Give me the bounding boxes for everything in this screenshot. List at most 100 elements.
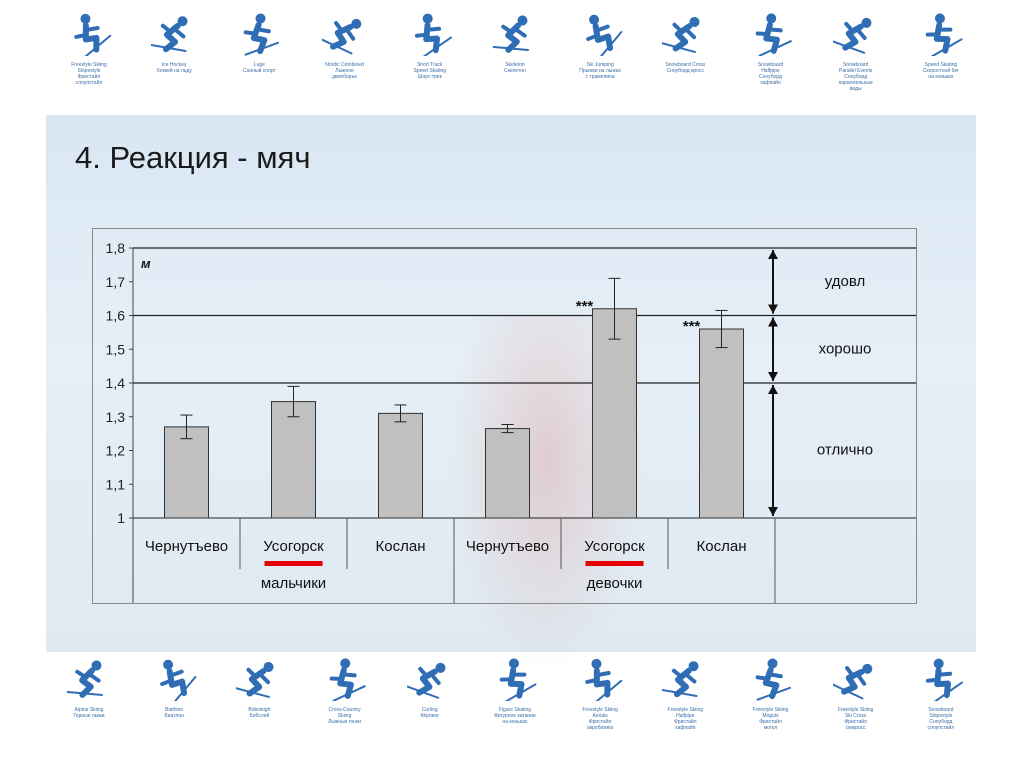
sport-tile: Biathlon Биатлон (135, 655, 213, 719)
sport-caption: Luge Санный спорт (243, 62, 276, 74)
freestyle-halfpipe-icon (662, 661, 699, 698)
ski-jumping-icon (586, 14, 623, 56)
zone-arrow-head-down (768, 304, 778, 314)
zone-label: отлично (817, 442, 873, 459)
nordic-combined-icon (321, 18, 361, 55)
significance-marker: *** (683, 318, 701, 335)
sport-caption: Snowboard Cross Сноуборд-кросс (665, 62, 706, 74)
y-tick-label: 1,4 (106, 375, 126, 391)
luge-icon (244, 13, 280, 56)
y-tick-label: 1,8 (106, 240, 126, 256)
bar-chart: 1 1,1 1,2 1,3 1,4 1,5 1,6 1,7 1,8 м Чернутъево Усог… (106, 240, 916, 603)
significance-marker: *** (576, 298, 594, 315)
sport-caption: Cross-Country Skiing Лыжные гонки (328, 707, 362, 725)
y-tick-label: 1,1 (106, 476, 126, 492)
bar (271, 401, 316, 519)
snowboard-cross-icon (662, 17, 700, 53)
speed-skating-icon (925, 13, 963, 56)
sport-caption: Ski Jumping Прыжки на лыжах с трамплина (579, 62, 621, 80)
freestyle-moguls-icon (755, 658, 791, 701)
figure-skating-icon (499, 658, 537, 701)
snowboard-slopestyle-icon (925, 658, 963, 701)
sport-tile: Freestyle Skiing Ski Cross Фристайл скик… (817, 655, 895, 731)
bar (378, 412, 423, 519)
sport-tile: Bobsleigh Бобслей (220, 655, 298, 719)
zone-label: удовл (825, 273, 865, 290)
sport-caption: Freestyle Skiing Aerials Фристайл акроба… (582, 707, 618, 731)
bottom-sport-icons: Alpine Skiing Горные лыжи Biathlon Биатло… (50, 655, 980, 765)
sport-tile: Snowboard Cross Сноуборд-кросс (646, 10, 724, 74)
ice-hockey-icon (151, 16, 188, 53)
sport-caption: Figure Skating Фигурное катание на коньк… (494, 707, 536, 725)
zone-label: хорошо (819, 340, 872, 357)
sport-tile: Skeleton Скелетон (476, 10, 554, 74)
y-tick-label: 1 (117, 510, 125, 526)
sport-caption: Curling Кёрлинг (420, 707, 440, 719)
skeleton-icon (492, 15, 529, 53)
sport-tile: Nordic Combined Лыжное двоеборье (306, 10, 384, 80)
sport-tile: Cross-Country Skiing Лыжные гонки (306, 655, 384, 725)
curling-icon (406, 662, 446, 699)
sport-tile: Snowboard Slopestyle Сноуборд слоупстайл (902, 655, 980, 731)
sport-caption: Ice Hockey Хоккей на льду (156, 62, 192, 74)
category-highlight-underline (585, 561, 644, 566)
sport-caption: Freestyle Skiing Halfpipe Фристайл хафпа… (667, 707, 704, 731)
zone-arrow-head-up (768, 385, 778, 394)
group-label: мальчики (261, 575, 326, 592)
short-track-icon (414, 13, 452, 56)
bar (485, 428, 530, 519)
sport-caption: Nordic Combined Лыжное двоеборье (325, 62, 364, 80)
sport-caption: Biathlon Биатлон (164, 707, 184, 719)
category-label: Чернутъево (145, 538, 228, 555)
sport-caption: Alpine Skiing Горные лыжи (73, 707, 105, 719)
sport-tile: Speed Skating Скоростной бег на коньках (902, 10, 980, 80)
sport-tile: Freestyle Skiing Aerials Фристайл акроба… (561, 655, 639, 731)
sport-caption: Freestyle Skiing Moguls Фристайл могул (752, 707, 789, 731)
y-tick-label: 1,5 (106, 341, 126, 357)
y-tick-label: 1,7 (106, 274, 126, 290)
biathlon-icon (160, 659, 197, 701)
sport-caption: Skeleton Скелетон (504, 62, 526, 74)
sport-tile: Snowboard Parallel Events Сноуборд парал… (817, 10, 895, 92)
zone-arrow-head-up (768, 317, 778, 327)
sport-caption: Snowboard Halfpipe Сноуборд хафпайп (757, 62, 784, 86)
y-tick-label: 1,2 (106, 443, 126, 459)
bar (592, 308, 637, 519)
sport-caption: Snowboard Parallel Events Сноуборд парал… (838, 62, 873, 92)
y-unit-label: м (141, 256, 151, 271)
bar (699, 328, 744, 519)
chart-frame: 1 1,1 1,2 1,3 1,4 1,5 1,6 1,7 1,8 м Чернутъево Усог… (92, 228, 917, 604)
freestyle-skiing-slopestyle-icon (74, 13, 112, 56)
snowboard-halfpipe-icon (755, 13, 792, 56)
sport-caption: Speed Skating Скоростной бег на коньках (922, 62, 959, 80)
sport-tile: Ski Jumping Прыжки на лыжах с трамплина (561, 10, 639, 80)
category-label: Чернутъево (466, 538, 549, 555)
sport-tile: Alpine Skiing Горные лыжи (50, 655, 128, 719)
sport-caption: Short Track Speed Skating Шорт-трек (413, 62, 447, 80)
snowboard-parallel-icon (832, 17, 872, 54)
sport-caption: Freestyle Skiing Ski Cross Фристайл скик… (837, 707, 874, 731)
slide-title: 4. Реакция - мяч (75, 140, 311, 175)
zone-arrow-head-down (768, 372, 778, 381)
freestyle-aerials-icon (585, 658, 623, 701)
sport-tile: Curling Кёрлинг (391, 655, 469, 719)
sport-tile: Short Track Speed Skating Шорт-трек (391, 10, 469, 80)
category-label: Усогорск (263, 538, 324, 555)
group-label: девочки (587, 575, 643, 592)
sport-tile: Snowboard Halfpipe Сноуборд хафпайп (732, 10, 810, 86)
category-label: Кослан (376, 538, 426, 555)
sport-tile: Freestyle Skiing Slopestyle Фристайл сло… (50, 10, 128, 86)
sport-tile: Ice Hockey Хоккей на льду (135, 10, 213, 74)
bar (164, 426, 209, 519)
bobsleigh-icon (236, 662, 274, 698)
sport-tile: Freestyle Skiing Halfpipe Фристайл хафпа… (646, 655, 724, 731)
top-sport-icons: Freestyle Skiing Slopestyle Фристайл сло… (50, 10, 980, 115)
zone-arrow-head-up (768, 250, 778, 259)
sport-caption: Bobsleigh Бобслей (248, 707, 271, 719)
zone-arrow-head-down (768, 507, 778, 516)
category-highlight-underline (264, 561, 323, 566)
sport-caption: Snowboard Slopestyle Сноуборд слоупстайл (927, 707, 955, 731)
cross-country-skiing-icon (329, 658, 366, 701)
y-tick-label: 1,6 (106, 308, 126, 324)
y-tick-label: 1,3 (106, 409, 126, 425)
